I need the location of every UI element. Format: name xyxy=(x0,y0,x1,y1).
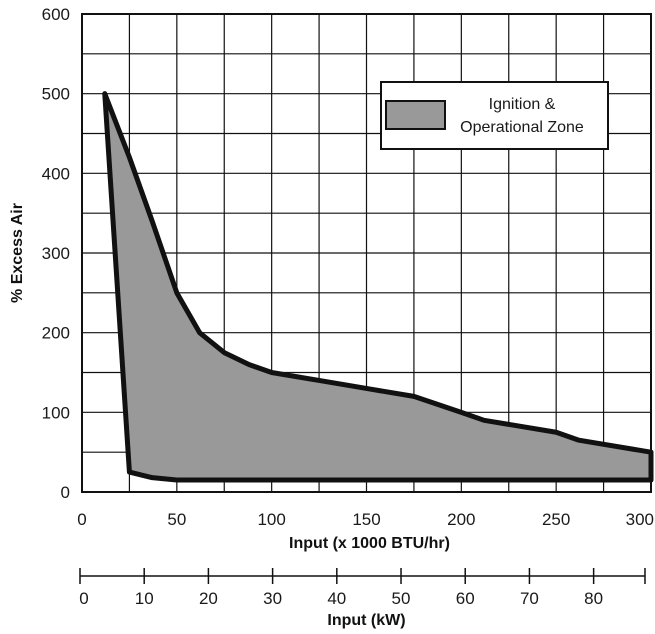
x-tick-labels: 0 50 100 150 200 250 300 xyxy=(77,510,654,529)
secondary-x-axis: 0 10 20 30 40 50 60 70 80 xyxy=(79,568,646,608)
y-tick-label: 600 xyxy=(42,5,70,24)
zone-area xyxy=(102,91,654,483)
legend-entry-line: Ignition & xyxy=(489,96,556,113)
secondary-tick-label: 20 xyxy=(199,589,218,608)
x-axis-title: Input (x 1000 BTU/hr) xyxy=(289,535,450,552)
y-tick-label: 500 xyxy=(42,85,70,104)
secondary-tick-label: 40 xyxy=(327,589,346,608)
legend-entry: Ignition & Operational Zone xyxy=(460,96,584,136)
secondary-tick-label: 60 xyxy=(456,589,475,608)
x-tick-label: 150 xyxy=(352,510,380,529)
legend: Ignition & Operational Zone xyxy=(380,81,609,150)
secondary-tick-label: 0 xyxy=(79,589,88,608)
x-tick-label: 250 xyxy=(542,510,570,529)
legend-swatch xyxy=(385,100,446,130)
x-tick-label: 50 xyxy=(167,510,186,529)
y-tick-label: 300 xyxy=(42,244,70,263)
plot-frame xyxy=(81,13,652,493)
zone-polygon xyxy=(102,91,654,483)
x-tick-label: 100 xyxy=(257,510,285,529)
y-axis-title: % Excess Air xyxy=(9,203,26,303)
x-tick-label: 300 xyxy=(626,510,654,529)
y-tick-label: 0 xyxy=(61,483,70,502)
secondary-tick-label: 50 xyxy=(392,589,411,608)
secondary-tick-label: 70 xyxy=(520,589,539,608)
secondary-x-ticks: 0 10 20 30 40 50 60 70 80 xyxy=(79,568,646,608)
secondary-x-axis-title: Input (kW) xyxy=(327,612,405,629)
legend-box xyxy=(380,81,609,150)
y-tick-label: 100 xyxy=(42,403,70,422)
y-tick-label: 200 xyxy=(42,324,70,343)
y-tick-label: 400 xyxy=(42,164,70,183)
y-tick-labels: 0 100 200 300 400 500 600 xyxy=(42,5,70,502)
secondary-tick-label: 10 xyxy=(135,589,154,608)
legend-entry-line: Operational Zone xyxy=(460,119,584,136)
x-tick-label: 0 xyxy=(77,510,86,529)
secondary-tick-label: 80 xyxy=(584,589,603,608)
x-tick-label: 200 xyxy=(447,510,475,529)
secondary-tick-label: 30 xyxy=(263,589,282,608)
